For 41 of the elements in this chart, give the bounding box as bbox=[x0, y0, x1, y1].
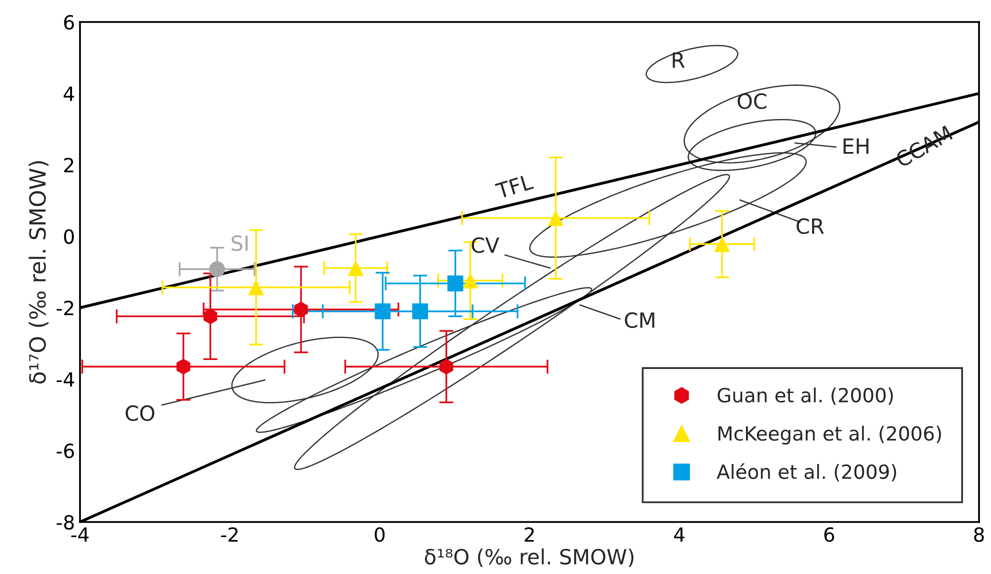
x-tick-label: 0 bbox=[374, 527, 385, 542]
point bbox=[204, 308, 218, 324]
point bbox=[374, 303, 391, 320]
y-tick-label: -4 bbox=[56, 372, 74, 387]
y-tick-label: 6 bbox=[64, 14, 74, 30]
point bbox=[439, 358, 454, 375]
annotation: OC bbox=[738, 93, 766, 110]
point bbox=[412, 303, 428, 320]
y-tick-label: -8 bbox=[56, 514, 74, 530]
point bbox=[248, 279, 264, 296]
y-tick-label: 2 bbox=[64, 158, 74, 172]
annotation: CM bbox=[624, 312, 654, 328]
y-tick-label: 4 bbox=[64, 86, 74, 101]
annotation: TFL bbox=[494, 174, 534, 199]
annotation: SI bbox=[232, 235, 248, 252]
x-tick-label: 8 bbox=[974, 527, 984, 542]
point bbox=[714, 236, 730, 252]
point bbox=[447, 276, 464, 292]
point bbox=[548, 210, 564, 226]
x-tick-label: 2 bbox=[524, 527, 534, 542]
point bbox=[209, 261, 226, 278]
y-tick-label: -2 bbox=[56, 300, 74, 316]
x-tick-label: 6 bbox=[824, 527, 834, 542]
y-axis-title: δ¹⁷O (‰ rel. SMOW) bbox=[28, 161, 49, 384]
legend-label: Guan et al. (2000) bbox=[718, 387, 893, 405]
annotation: CR bbox=[796, 218, 824, 234]
x-tick-label: -2 bbox=[221, 527, 238, 542]
annotation: EH bbox=[844, 138, 868, 154]
point bbox=[294, 302, 308, 318]
point bbox=[176, 358, 190, 375]
point bbox=[348, 260, 364, 276]
y-tick-label: -6 bbox=[56, 444, 74, 458]
legend-label: Aléon et al. (2009) bbox=[716, 463, 896, 482]
y-tick-label: 0 bbox=[64, 229, 74, 244]
x-axis-title: δ¹⁸O (‰ rel. SMOW) bbox=[424, 548, 634, 568]
annotation: R bbox=[672, 52, 685, 68]
x-tick-label: 4 bbox=[674, 527, 684, 542]
annotation: CO bbox=[126, 405, 154, 422]
annotation: CV bbox=[472, 237, 500, 254]
legend-label: McKeegan et al. (2006) bbox=[718, 426, 941, 445]
point bbox=[462, 272, 478, 288]
